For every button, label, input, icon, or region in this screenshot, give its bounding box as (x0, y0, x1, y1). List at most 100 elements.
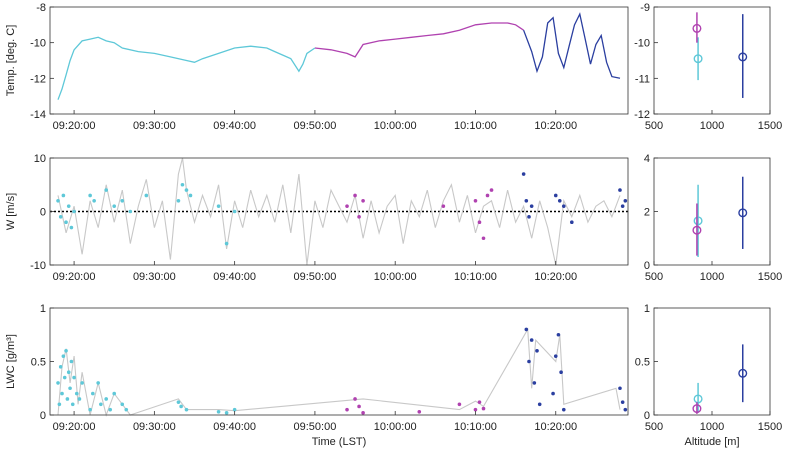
series-3-point (457, 402, 462, 407)
x-tick-label: 10:00:00 (374, 271, 417, 283)
series-line-1 (57, 36, 316, 100)
series-2-point (58, 215, 63, 219)
x-tick-label: 10:10:00 (454, 421, 497, 433)
y-tick-label: -8 (36, 2, 46, 14)
altitude-panel-3 (653, 307, 771, 416)
y-tick-label: 1 (644, 303, 650, 315)
y-tick-label: 10 (34, 153, 46, 165)
y-tick-label: 0 (644, 410, 650, 422)
series-2-point (70, 402, 75, 407)
x-tick-label: 09:30:00 (133, 271, 176, 283)
series-2-point (91, 391, 95, 396)
series-2-point (216, 409, 221, 414)
y-axis-label: W [m/s] (5, 193, 17, 230)
series-3-point (489, 188, 494, 192)
series-2-point (62, 375, 67, 380)
series-4-point (623, 407, 628, 412)
series-2-point (66, 204, 71, 208)
series-4-point (529, 338, 534, 342)
series-4-point (570, 220, 574, 224)
series-2-point (88, 407, 92, 412)
series-2-point (99, 402, 103, 407)
x-tick-label: 10:00:00 (374, 120, 417, 132)
series-4-point (557, 199, 562, 203)
series-2-point (80, 381, 84, 385)
series-2-point (104, 188, 108, 192)
series-2-point (232, 209, 237, 214)
series-3-point (345, 204, 349, 208)
series-2-point (128, 209, 133, 214)
series-4-point (521, 172, 526, 176)
series-3-point (477, 400, 482, 404)
mean-marker-3 (738, 208, 748, 218)
series-2-point (176, 199, 181, 203)
series-4-point (623, 199, 628, 203)
series-2-point (68, 386, 72, 391)
series-2-point (232, 407, 237, 412)
series-3-point (357, 404, 361, 409)
series-4-point (527, 359, 531, 364)
series-2-point (92, 199, 96, 203)
mean-marker-1 (693, 394, 703, 404)
series-2-point (184, 188, 189, 192)
series-2-point (179, 404, 183, 409)
y-tick-label: -12 (30, 73, 46, 85)
series-4-point (556, 332, 561, 337)
series-2-point (77, 397, 82, 401)
series-2-point (60, 391, 64, 396)
series-4-point (561, 204, 566, 208)
altitude-panel-1 (653, 6, 771, 115)
series-3-point (417, 409, 422, 414)
x-tick-label: 1500 (758, 120, 782, 132)
series-4-point (553, 193, 558, 198)
series-3-point (481, 236, 486, 241)
series-2-point (57, 402, 62, 407)
series-4-point (532, 381, 537, 385)
x-tick-label: 1000 (700, 271, 724, 283)
x-tick-label: 500 (645, 120, 663, 132)
x-tick-label: 1000 (700, 120, 724, 132)
y-tick-label: -11 (635, 73, 650, 85)
series-3-point (361, 199, 365, 203)
panel-frame (49, 6, 629, 115)
series-2-point (64, 220, 68, 224)
timeseries-panel-2 (49, 157, 629, 266)
x-tick-label: 1000 (700, 421, 724, 433)
mean-marker-2 (692, 225, 702, 235)
x-tick-label: 10:00:00 (374, 421, 417, 433)
series-3-point (357, 215, 361, 219)
x-tick-label: 09:40:00 (213, 271, 256, 283)
x-tick-label: 10:20:00 (534, 421, 577, 433)
series-line-2 (314, 22, 524, 58)
series-2-point (224, 241, 229, 246)
x-tick-label: 09:50:00 (294, 421, 337, 433)
mean-marker-3 (738, 368, 748, 378)
series-4-point (527, 215, 531, 219)
series-4-point (559, 370, 563, 375)
series-2-point (180, 182, 185, 187)
x-tick-label: 09:30:00 (133, 421, 176, 433)
x-tick-label: 10:20:00 (534, 120, 577, 132)
y-tick-label: -10 (30, 38, 46, 50)
timeseries-panel-3 (49, 307, 629, 417)
series-4-point (618, 188, 622, 192)
series-2-point (144, 193, 149, 198)
x-tick-label: 09:40:00 (213, 421, 256, 433)
series-2-point (72, 209, 76, 214)
series-2-point (112, 391, 117, 396)
mean-marker-1 (693, 54, 703, 64)
series-2-point (224, 411, 229, 415)
y-tick-label: -10 (634, 38, 650, 50)
mean-marker-2 (692, 404, 702, 414)
series-3-point (353, 193, 357, 198)
y-tick-label: -12 (634, 109, 650, 121)
series-4-point (535, 349, 539, 353)
mean-marker-1 (693, 216, 703, 226)
series-2-point (104, 397, 108, 401)
series-2-point (176, 400, 181, 404)
series-line-1 (57, 157, 621, 266)
series-2-point (124, 407, 129, 412)
x-tick-label: 09:40:00 (213, 120, 256, 132)
series-2-point (64, 349, 68, 353)
